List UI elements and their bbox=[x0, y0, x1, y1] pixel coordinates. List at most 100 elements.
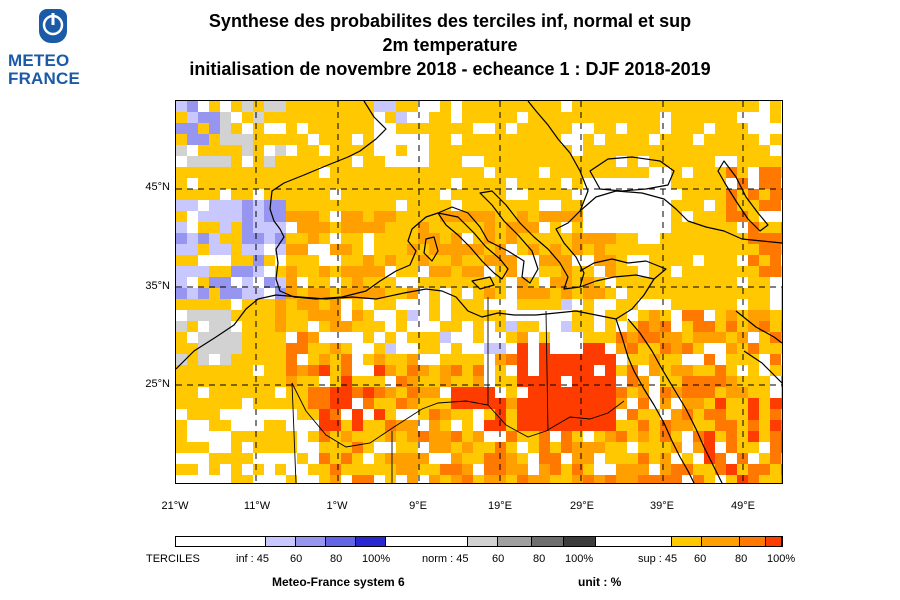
probability-cell bbox=[759, 453, 770, 464]
probability-cell bbox=[429, 134, 440, 145]
probability-cell bbox=[308, 409, 319, 420]
probability-cell bbox=[396, 233, 407, 244]
probability-cell bbox=[726, 475, 737, 483]
probability-cell bbox=[242, 189, 253, 200]
probability-cell bbox=[539, 365, 550, 376]
probability-cell bbox=[231, 233, 242, 244]
probability-cell bbox=[209, 288, 220, 299]
probability-cell bbox=[462, 398, 473, 409]
probability-cell bbox=[517, 475, 528, 483]
probability-cell bbox=[220, 332, 231, 343]
probability-cell bbox=[616, 145, 627, 156]
probability-cell bbox=[209, 222, 220, 233]
probability-cell bbox=[605, 442, 616, 453]
probability-cell bbox=[605, 134, 616, 145]
probability-cell bbox=[473, 365, 484, 376]
probability-cell bbox=[627, 134, 638, 145]
probability-cell bbox=[319, 453, 330, 464]
probability-cell bbox=[561, 145, 572, 156]
probability-cell bbox=[418, 453, 429, 464]
probability-cell bbox=[440, 464, 451, 475]
probability-cell bbox=[671, 442, 682, 453]
probability-cell bbox=[671, 167, 682, 178]
probability-cell bbox=[341, 376, 352, 387]
probability-cell bbox=[638, 145, 649, 156]
probability-cell bbox=[341, 145, 352, 156]
probability-cell bbox=[440, 277, 451, 288]
probability-cell bbox=[451, 255, 462, 266]
probability-cell bbox=[385, 211, 396, 222]
probability-cell bbox=[605, 167, 616, 178]
probability-cell bbox=[308, 398, 319, 409]
probability-cell bbox=[231, 376, 242, 387]
probability-cell bbox=[341, 134, 352, 145]
probability-cell bbox=[759, 387, 770, 398]
probability-cell bbox=[374, 365, 385, 376]
probability-cell bbox=[176, 387, 187, 398]
probability-cell bbox=[671, 365, 682, 376]
probability-cell bbox=[517, 464, 528, 475]
probability-cell bbox=[341, 277, 352, 288]
probability-cell bbox=[693, 310, 704, 321]
probability-cell bbox=[451, 266, 462, 277]
probability-cell bbox=[605, 332, 616, 343]
probability-cell bbox=[297, 145, 308, 156]
probability-cell bbox=[253, 178, 264, 189]
probability-cell bbox=[572, 156, 583, 167]
probability-cell bbox=[627, 475, 638, 483]
probability-cell bbox=[605, 420, 616, 431]
probability-cell bbox=[748, 475, 759, 483]
probability-cell bbox=[187, 299, 198, 310]
probability-cell bbox=[231, 332, 242, 343]
probability-cell bbox=[286, 101, 297, 112]
probability-cell bbox=[209, 233, 220, 244]
probability-cell bbox=[748, 387, 759, 398]
probability-cell bbox=[781, 233, 782, 244]
probability-cell bbox=[363, 167, 374, 178]
legend-title: TERCILES bbox=[146, 553, 200, 565]
probability-cell bbox=[572, 354, 583, 365]
probability-cell bbox=[418, 167, 429, 178]
probability-cell bbox=[616, 475, 627, 483]
probability-cell bbox=[517, 222, 528, 233]
probability-cell bbox=[649, 123, 660, 134]
probability-cell bbox=[748, 156, 759, 167]
probability-cell bbox=[242, 387, 253, 398]
probability-cell bbox=[253, 200, 264, 211]
probability-cell bbox=[770, 365, 781, 376]
probability-cell bbox=[682, 178, 693, 189]
probability-cell bbox=[605, 475, 616, 483]
probability-cell bbox=[330, 299, 341, 310]
probability-cell bbox=[429, 365, 440, 376]
probability-cell bbox=[242, 332, 253, 343]
probability-cell bbox=[209, 277, 220, 288]
probability-cell bbox=[407, 442, 418, 453]
probability-cell bbox=[451, 277, 462, 288]
probability-cell bbox=[484, 134, 495, 145]
probability-cell bbox=[528, 431, 539, 442]
probability-cell bbox=[484, 145, 495, 156]
probability-cell bbox=[374, 101, 385, 112]
probability-cell bbox=[561, 475, 572, 483]
probability-cell bbox=[374, 398, 385, 409]
probability-cell bbox=[748, 233, 759, 244]
probability-cell bbox=[231, 200, 242, 211]
probability-cell bbox=[583, 233, 594, 244]
probability-cell bbox=[352, 431, 363, 442]
probability-cell bbox=[715, 200, 726, 211]
probability-cell bbox=[462, 266, 473, 277]
probability-cell bbox=[517, 332, 528, 343]
probability-cell bbox=[242, 222, 253, 233]
probability-cell bbox=[781, 398, 782, 409]
probability-cell bbox=[242, 310, 253, 321]
probability-cell bbox=[253, 354, 264, 365]
probability-cell bbox=[627, 277, 638, 288]
probability-cell bbox=[484, 200, 495, 211]
probability-cell bbox=[770, 167, 781, 178]
probability-cell bbox=[649, 453, 660, 464]
probability-cell bbox=[748, 310, 759, 321]
probability-cell bbox=[462, 464, 473, 475]
probability-cell bbox=[330, 387, 341, 398]
probability-cell bbox=[275, 464, 286, 475]
probability-cell bbox=[506, 233, 517, 244]
